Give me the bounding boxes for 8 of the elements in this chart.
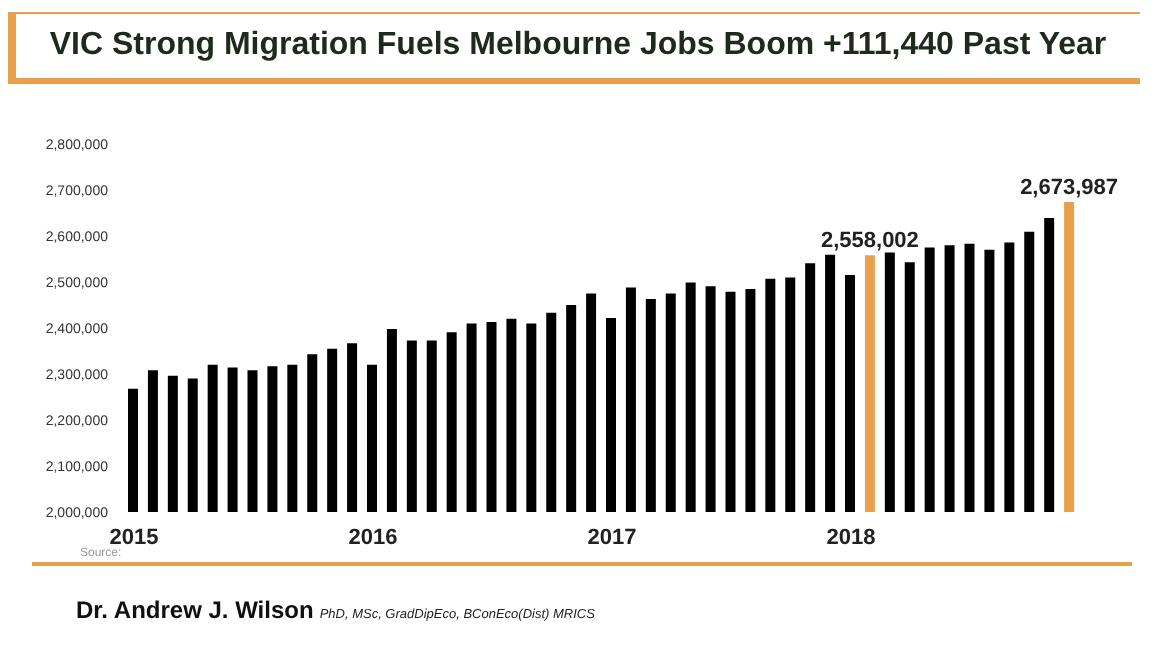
data-label: 2,673,987 [1020,175,1119,200]
x-tick-label: 2015 [109,525,159,550]
x-tick-label: 2017 [587,525,637,550]
text: Dr. Andrew J. Wilson [76,596,314,624]
chart-title: VIC Strong Migration Fuels Melbourne Jobs Boom +111,440 Past Year [49,28,1107,64]
x-tick-label: 2018 [826,525,876,550]
x-tick-label: 2016 [348,525,398,550]
data-label: 2,558,002 [820,229,919,254]
